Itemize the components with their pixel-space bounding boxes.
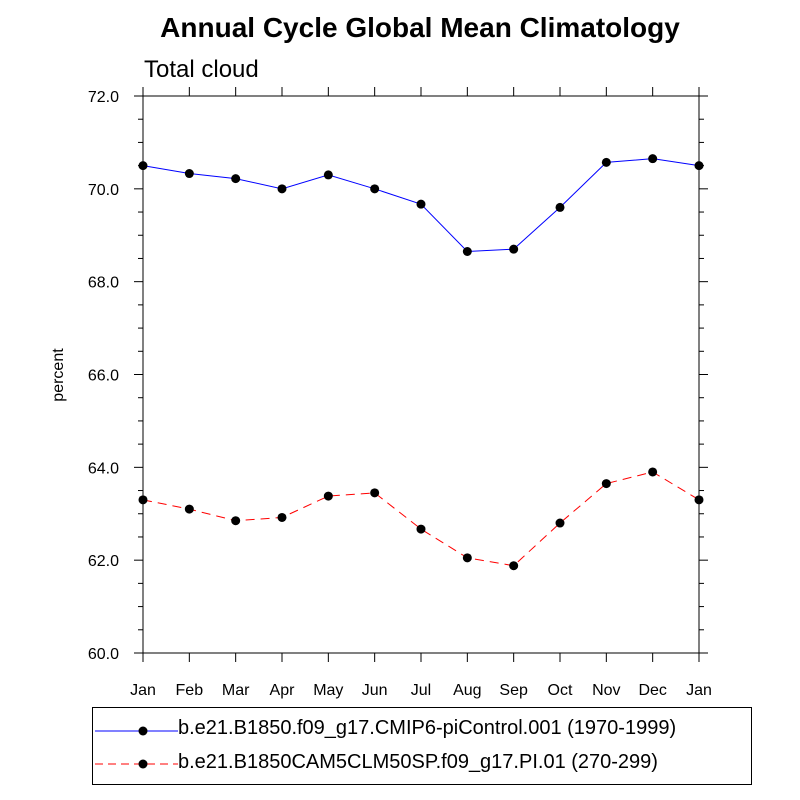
x-tick-label: Jan <box>686 682 712 699</box>
data-point-series-2 <box>184 504 194 514</box>
plot-frame <box>142 95 700 654</box>
data-point-series-1 <box>231 174 241 184</box>
data-point-series-2 <box>462 553 472 563</box>
x-tick-label: Jul <box>411 682 431 699</box>
legend-line-icon <box>95 726 178 736</box>
data-point-series-1 <box>138 161 148 171</box>
x-tick-label: Aug <box>453 682 481 699</box>
data-point-series-2 <box>555 518 565 528</box>
chart-subtitle: Total cloud <box>144 56 259 83</box>
x-tick-label: Feb <box>176 682 204 699</box>
legend-label-series-2: b.e21.B1850CAM5CLM50SP.f09_g17.PI.01 (27… <box>178 751 658 773</box>
x-tick-label: Oct <box>548 682 573 699</box>
y-tick-label: 68.0 <box>88 275 119 292</box>
x-tick-label: Apr <box>270 682 296 699</box>
data-point-series-1 <box>555 202 565 212</box>
data-point-series-1 <box>323 170 333 180</box>
chart-title: Annual Cycle Global Mean Climatology <box>160 12 680 43</box>
plot-area: 60.0 62.0 64.0 66.0 68.0 70.0 72.0 Jan Feb Mar Apr… <box>88 87 712 699</box>
data-point-series-2 <box>601 479 611 489</box>
y-tick-label: 66.0 <box>88 368 119 385</box>
data-point-series-1 <box>509 244 519 254</box>
y-tick-label: 72.0 <box>88 89 119 106</box>
data-point-series-2 <box>323 491 333 501</box>
data-point-series-2 <box>231 516 241 526</box>
legend-item-series-1: b.e21.B1850.f09_g17.CMIP6-piControl.001 … <box>93 714 751 744</box>
x-tick-label: May <box>313 682 343 699</box>
y-tick-label: 60.0 <box>88 646 119 663</box>
legend-label-series-1: b.e21.B1850.f09_g17.CMIP6-piControl.001 … <box>178 717 677 739</box>
data-point-series-1 <box>370 184 380 194</box>
data-point-series-2 <box>416 524 426 534</box>
x-tick-label: Mar <box>222 682 250 699</box>
y-tick-label: 64.0 <box>88 460 119 477</box>
x-tick-label: Nov <box>592 682 620 699</box>
legend-dashed-line-icon <box>95 759 178 769</box>
legend-item-series-2: b.e21.B1850CAM5CLM50SP.f09_g17.PI.01 (27… <box>93 748 751 778</box>
data-point-series-1 <box>601 157 611 167</box>
data-point-series-2 <box>138 495 148 505</box>
y-tick-label: 70.0 <box>88 182 119 199</box>
data-point-series-2 <box>370 488 380 498</box>
data-point-series-1 <box>694 161 704 171</box>
data-point-series-1 <box>277 184 287 194</box>
x-tick-label: Jun <box>362 682 388 699</box>
legend: b.e21.B1850.f09_g17.CMIP6-piControl.001 … <box>92 707 752 785</box>
data-point-series-2 <box>509 561 519 571</box>
series-line-2 <box>142 471 700 567</box>
x-tick-label: Sep <box>499 682 528 699</box>
y-tick-label: 62.0 <box>88 553 119 570</box>
data-point-series-2 <box>694 495 704 505</box>
data-point-series-2 <box>648 467 658 477</box>
data-point-series-1 <box>416 199 426 209</box>
x-tick-label: Dec <box>638 682 666 699</box>
data-point-series-1 <box>184 169 194 179</box>
data-point-series-2 <box>277 512 287 522</box>
data-point-series-1 <box>648 154 658 164</box>
x-tick-label: Jan <box>130 682 156 699</box>
data-point-series-1 <box>462 246 472 256</box>
